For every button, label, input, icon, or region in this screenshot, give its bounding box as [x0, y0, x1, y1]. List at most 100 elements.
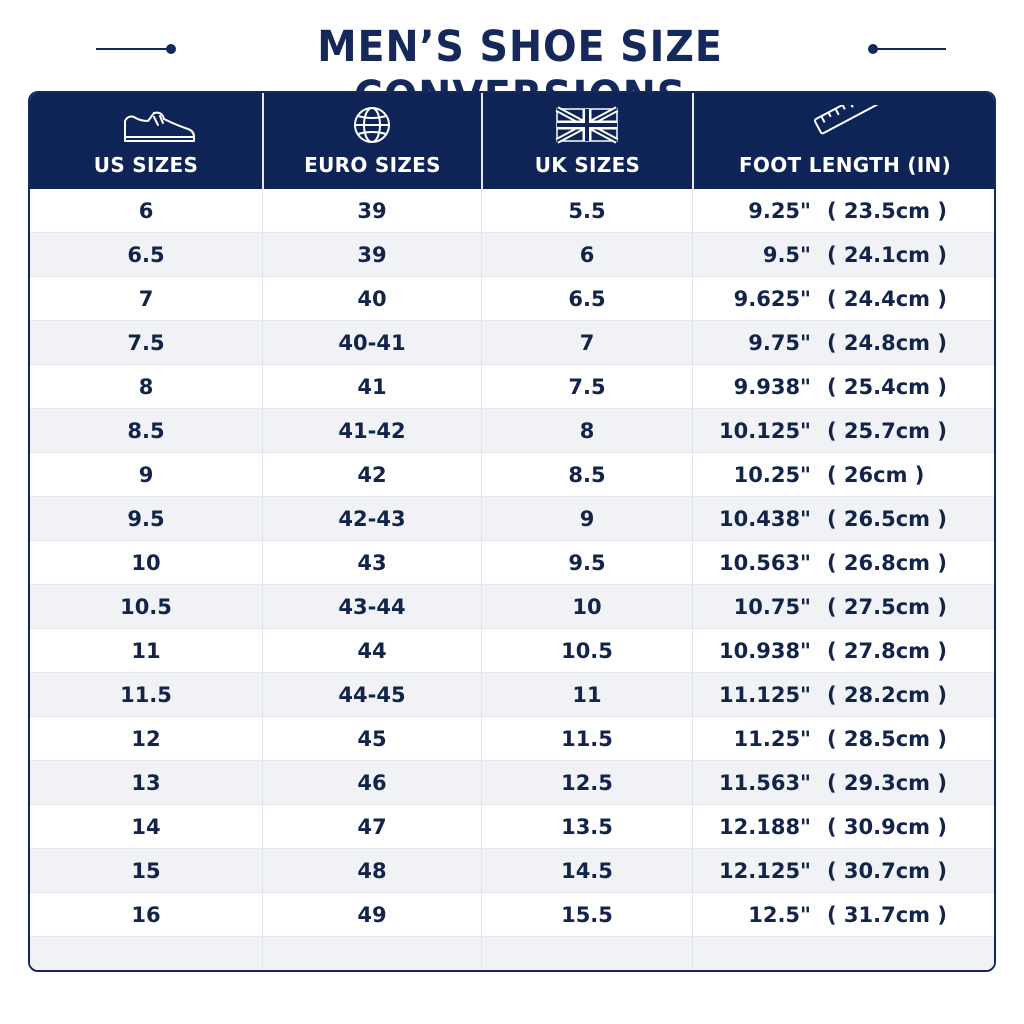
- title-banner: MEN’S SHOE SIZE CONVERSIONS: [0, 18, 1024, 122]
- us-size-cell: 11.5: [120, 683, 172, 707]
- foot-length-cm: ( 28.5cm ): [827, 727, 947, 751]
- foot-length-cell: 9.75" ( 24.8cm ): [693, 321, 994, 365]
- foot-length-cell: 9.625" ( 24.4cm ): [693, 277, 994, 321]
- uk-size-cell: 7: [579, 331, 595, 355]
- foot-length-inches: 10.563": [719, 551, 811, 575]
- table-row: 7 40 6.5 9.625" ( 24.4cm ): [30, 277, 994, 321]
- foot-length-inches: 9.75": [748, 331, 811, 355]
- row-divider: [30, 540, 994, 541]
- foot-length-inches: 12.125": [719, 859, 811, 883]
- us-size-cell: 10.5: [120, 595, 172, 619]
- table-header: US SIZES EURO SIZES: [30, 93, 994, 189]
- column-label-foot-length: FOOT LENGTH (IN): [738, 153, 952, 177]
- foot-length-cm: ( 26.8cm ): [827, 551, 947, 575]
- row-divider: [30, 408, 994, 409]
- euro-size-cell: 42-43: [338, 507, 406, 531]
- euro-size-cell: 44-45: [338, 683, 406, 707]
- foot-length-cell: 12.125" ( 30.7cm ): [693, 849, 994, 893]
- column-label-uk: UK SIZES: [534, 153, 641, 177]
- euro-size-cell: 40: [357, 287, 387, 311]
- foot-length-cm: ( 25.7cm ): [827, 419, 947, 443]
- title-dot-right: [868, 44, 878, 54]
- us-size-cell: 15: [131, 859, 161, 883]
- euro-size-cell: 47: [357, 815, 387, 839]
- us-size-cell: 11: [131, 639, 161, 663]
- euro-size-cell: 40-41: [338, 331, 406, 355]
- column-header-euro: EURO SIZES: [264, 93, 481, 189]
- uk-size-cell: 9: [579, 507, 595, 531]
- us-size-cell: 13: [131, 771, 161, 795]
- row-divider: [30, 848, 994, 849]
- foot-length-cell: 10.938" ( 27.8cm ): [693, 629, 994, 673]
- foot-length-cell: 10.563" ( 26.8cm ): [693, 541, 994, 585]
- uk-size-cell: 5.5: [568, 199, 606, 223]
- row-divider: [30, 892, 994, 893]
- foot-length-cell: 11.25" ( 28.5cm ): [693, 717, 994, 761]
- foot-length-cm: ( 26cm ): [827, 463, 925, 487]
- us-size-cell: 8.5: [127, 419, 165, 443]
- uk-size-cell: 10: [572, 595, 602, 619]
- row-divider: [30, 496, 994, 497]
- uk-size-cell: 8.5: [568, 463, 606, 487]
- foot-length-cm: ( 31.7cm ): [827, 903, 947, 927]
- us-size-cell: 8: [138, 375, 154, 399]
- uk-size-cell: 10.5: [561, 639, 613, 663]
- shoe-icon: [30, 105, 262, 145]
- euro-size-cell: 41: [357, 375, 387, 399]
- us-size-cell: 10: [131, 551, 161, 575]
- table-row: 11 44 10.5 10.938" ( 27.8cm ): [30, 629, 994, 673]
- row-divider: [30, 936, 994, 937]
- table-row: 10 43 9.5 10.563" ( 26.8cm ): [30, 541, 994, 585]
- foot-length-cell: 9.5" ( 24.1cm ): [693, 233, 994, 277]
- foot-length-inches: 11.125": [719, 683, 811, 707]
- table-row: 6.5 39 6 9.5" ( 24.1cm ): [30, 233, 994, 277]
- foot-length-cm: ( 26.5cm ): [827, 507, 947, 531]
- column-divider: [692, 189, 693, 970]
- foot-length-cm: ( 28.2cm ): [827, 683, 947, 707]
- uk-flag-icon: [483, 105, 692, 145]
- us-size-cell: 9: [138, 463, 154, 487]
- euro-size-cell: 45: [357, 727, 387, 751]
- foot-length-cm: ( 27.5cm ): [827, 595, 947, 619]
- uk-size-cell: 12.5: [561, 771, 613, 795]
- ruler-icon: [694, 93, 994, 145]
- header-divider: [481, 93, 483, 189]
- row-divider: [30, 276, 994, 277]
- column-header-foot-length: FOOT LENGTH (IN): [694, 93, 994, 189]
- foot-length-cm: ( 24.4cm ): [827, 287, 947, 311]
- foot-length-cm: ( 30.9cm ): [827, 815, 947, 839]
- foot-length-cell: 9.938" ( 25.4cm ): [693, 365, 994, 409]
- uk-size-cell: 6: [579, 243, 595, 267]
- row-divider: [30, 364, 994, 365]
- table-row: 11.5 44-45 11 11.125" ( 28.2cm ): [30, 673, 994, 717]
- row-divider: [30, 804, 994, 805]
- table-row: 10.5 43-44 10 10.75" ( 27.5cm ): [30, 585, 994, 629]
- us-size-cell: 16: [131, 903, 161, 927]
- us-size-cell: 9.5: [127, 507, 165, 531]
- title-rule-right: [876, 48, 946, 50]
- euro-size-cell: 39: [357, 243, 387, 267]
- title-rule-left: [96, 48, 170, 50]
- euro-size-cell: 48: [357, 859, 387, 883]
- foot-length-cm: ( 30.7cm ): [827, 859, 947, 883]
- foot-length-cell: 9.25" ( 23.5cm ): [693, 189, 994, 233]
- uk-size-cell: 13.5: [561, 815, 613, 839]
- foot-length-inches: 11.563": [719, 771, 811, 795]
- foot-length-cell: 11.563" ( 29.3cm ): [693, 761, 994, 805]
- foot-length-cell: 12.5" ( 31.7cm ): [693, 893, 994, 937]
- uk-size-cell: 7.5: [568, 375, 606, 399]
- column-header-us: US SIZES: [30, 93, 262, 189]
- table-row: 15 48 14.5 12.125" ( 30.7cm ): [30, 849, 994, 893]
- table-row: 13 46 12.5 11.563" ( 29.3cm ): [30, 761, 994, 805]
- row-divider: [30, 232, 994, 233]
- foot-length-inches: 9.938": [733, 375, 811, 399]
- header-divider: [692, 93, 694, 189]
- foot-length-cell: 10.125" ( 25.7cm ): [693, 409, 994, 453]
- euro-size-cell: 39: [357, 199, 387, 223]
- euro-size-cell: 43: [357, 551, 387, 575]
- column-divider: [481, 189, 482, 970]
- uk-size-cell: 15.5: [561, 903, 613, 927]
- row-divider: [30, 760, 994, 761]
- us-size-cell: 7.5: [127, 331, 165, 355]
- euro-size-cell: 42: [357, 463, 387, 487]
